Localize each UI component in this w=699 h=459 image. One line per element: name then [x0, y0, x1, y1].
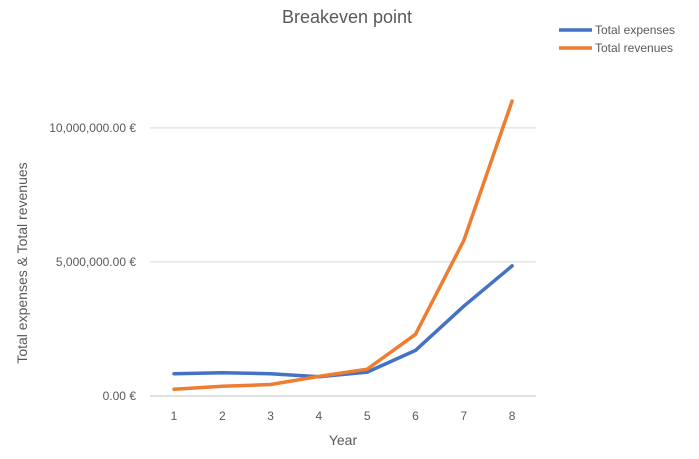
x-tick-label: 4 — [316, 409, 323, 423]
legend: Total expenses Total revenues — [559, 23, 675, 55]
y-tick-label: 10,000,000.00 € — [49, 121, 136, 135]
series-lines — [172, 99, 514, 392]
legend-label: Total revenues — [595, 41, 673, 55]
x-tick-label: 8 — [509, 409, 516, 423]
x-tick-labels: 1 2 3 4 5 6 7 8 — [171, 409, 516, 423]
x-tick-label: 3 — [267, 409, 274, 423]
x-tick-label: 2 — [219, 409, 226, 423]
y-tick-label: 5,000,000.00 € — [56, 255, 136, 269]
x-tick-label: 1 — [171, 409, 178, 423]
x-tick-label: 5 — [364, 409, 371, 423]
gridlines — [150, 127, 536, 397]
x-tick-label: 6 — [412, 409, 419, 423]
series-line-total-expenses — [172, 264, 514, 379]
y-tick-labels: 0.00 € 5,000,000.00 € 10,000,000.00 € — [49, 121, 136, 403]
series-line-total-revenues — [172, 99, 514, 392]
legend-label: Total expenses — [595, 23, 675, 37]
x-tick-label: 7 — [460, 409, 467, 423]
y-tick-label: 0.00 € — [103, 389, 137, 403]
chart-title: Breakeven point — [282, 7, 412, 27]
x-axis-label: Year — [329, 432, 358, 448]
y-axis-label: Total expenses & Total revenues — [14, 162, 30, 363]
